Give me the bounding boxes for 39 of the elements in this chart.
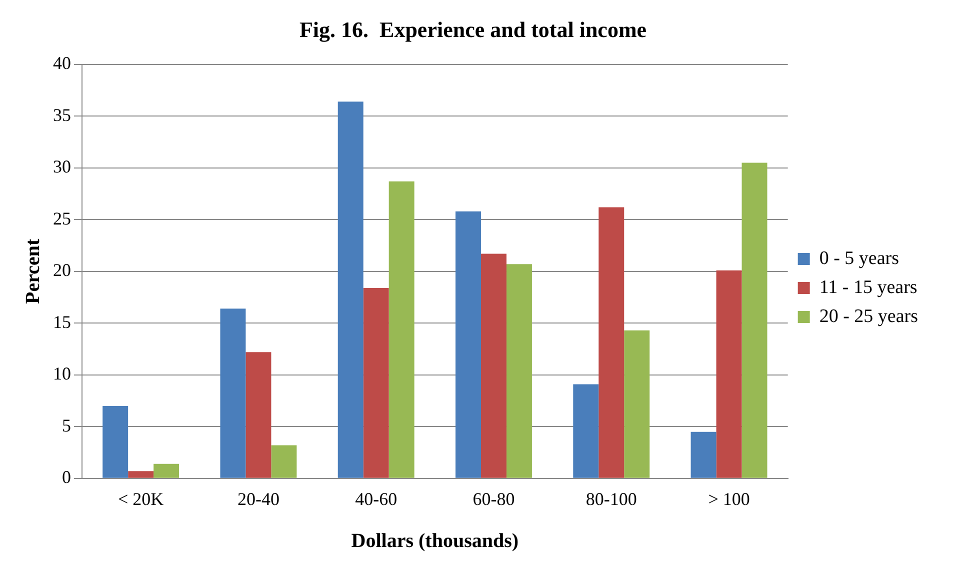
- bar: [716, 270, 742, 478]
- bar: [271, 445, 297, 478]
- bar: [246, 352, 272, 478]
- legend-label: 11 - 15 years: [819, 276, 918, 298]
- y-tick-label: 10: [53, 364, 71, 384]
- y-tick-label: 15: [53, 312, 71, 332]
- y-tick-label: 0: [62, 467, 71, 488]
- bar: [742, 162, 768, 478]
- legend-label: 20 - 25 years: [819, 306, 918, 327]
- y-tick-label: 35: [53, 104, 71, 125]
- bar: [338, 102, 364, 478]
- x-tick-label: 20-40: [237, 488, 280, 509]
- bar: [456, 211, 481, 478]
- bar: [573, 384, 599, 478]
- x-axis-title: Dollars (thousands): [351, 530, 519, 552]
- x-tick-label: 40-60: [355, 488, 398, 509]
- bar: [506, 264, 532, 478]
- y-tick-label: 5: [62, 415, 71, 436]
- bar: [480, 254, 506, 478]
- chart-title: Fig. 16. Experience and total income: [299, 16, 647, 42]
- bar: [154, 464, 180, 478]
- bar: [690, 432, 716, 478]
- legend-label: 0 - 5 years: [819, 248, 900, 269]
- y-tick-label: 20: [53, 260, 71, 280]
- x-tick-label: > 100: [708, 488, 750, 509]
- y-tick-label: 40: [53, 53, 71, 74]
- y-tick-label: 25: [53, 208, 71, 228]
- y-tick-label: 30: [53, 156, 71, 177]
- x-tick-label: < 20K: [118, 488, 164, 509]
- x-tick-label: 80-100: [586, 488, 637, 509]
- bar: [363, 288, 389, 478]
- bar: [598, 207, 624, 478]
- y-axis-title: Percent: [22, 238, 44, 304]
- bar: [128, 471, 154, 478]
- bar: [624, 330, 650, 478]
- x-tick-label: 60-80: [472, 488, 515, 509]
- bar: [220, 308, 246, 478]
- bar: [388, 181, 414, 478]
- bar: [102, 406, 128, 478]
